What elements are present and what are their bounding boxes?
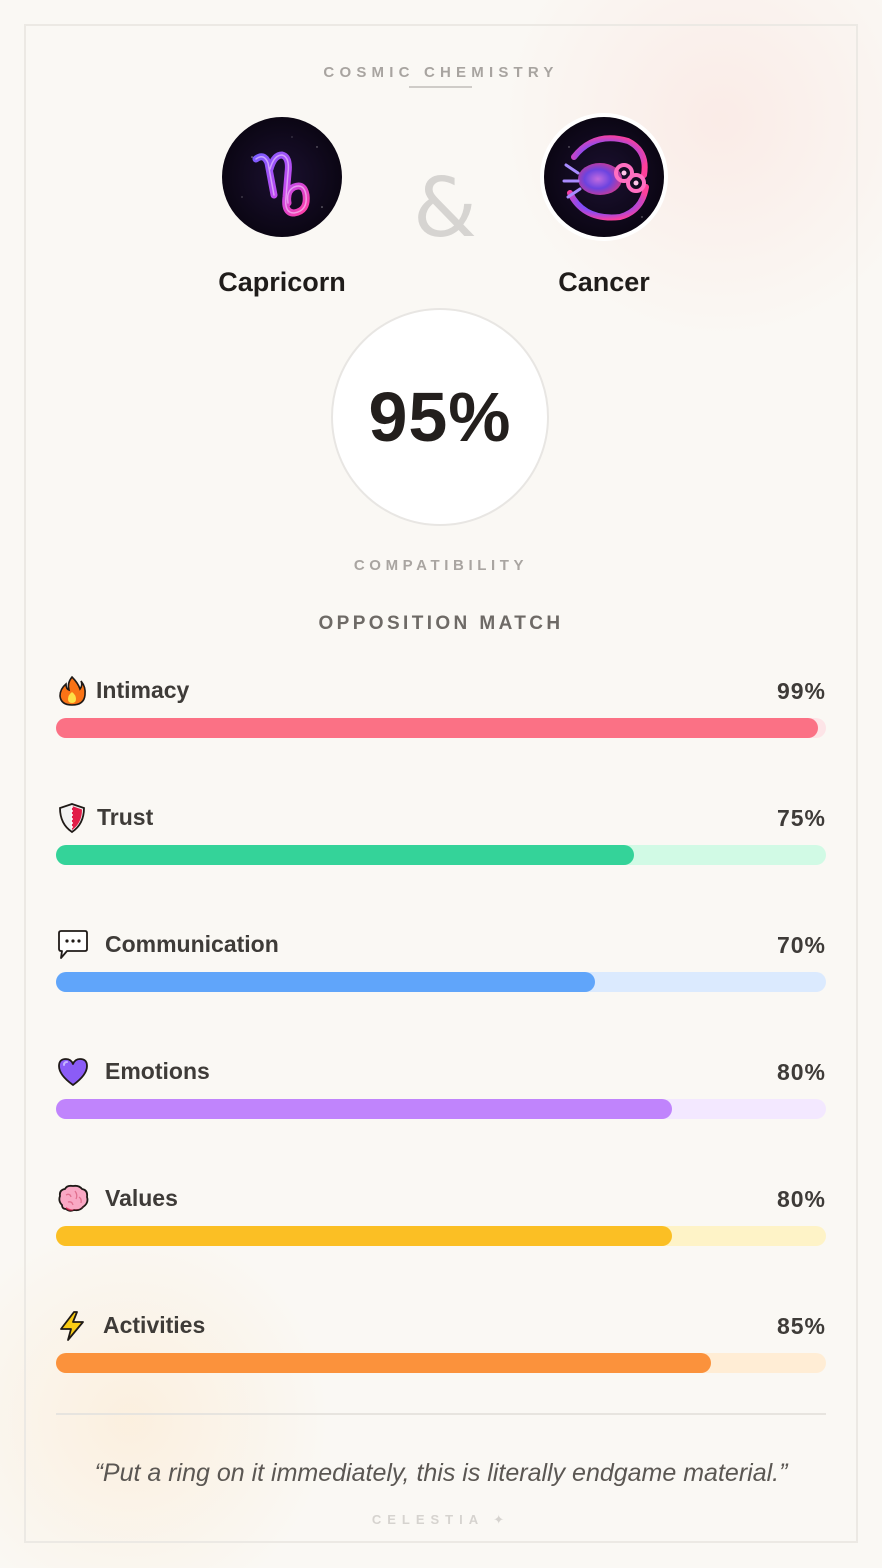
match-type-label: OPPOSITION MATCH — [318, 613, 564, 634]
speech-bubble-icon — [58, 930, 88, 959]
metric-activities: Activities 85% — [56, 1308, 826, 1388]
metric-emotions: Emotions 80% — [56, 1054, 826, 1134]
metric-label: Activities — [103, 1312, 206, 1338]
metric-bar-fill — [56, 1353, 711, 1373]
compatibility-card — [24, 24, 858, 1543]
sign-cancer: Cancer — [543, 117, 665, 297]
metric-bar-fill — [56, 718, 819, 738]
metric-value: 75% — [776, 805, 826, 831]
cancer-avatar — [544, 117, 664, 237]
capricorn-glyph-icon — [241, 136, 323, 217]
purple-heart-icon — [58, 1058, 88, 1086]
metric-bar-track — [56, 718, 826, 738]
divider — [56, 1413, 826, 1415]
metric-bar-fill — [56, 1226, 672, 1246]
compatibility-score: 95% — [368, 378, 512, 456]
metric-communication: Communication 70% — [56, 927, 826, 1007]
metric-value: 80% — [776, 1186, 826, 1212]
eyebrow-underline — [409, 86, 472, 88]
metric-values: Values 80% — [56, 1181, 826, 1261]
sign-name-left: Capricorn — [218, 267, 346, 297]
verdict-quote: “Put a ring on it immediately, this is l… — [94, 1459, 788, 1487]
capricorn-avatar — [222, 117, 342, 237]
metric-bar-track — [56, 1099, 826, 1119]
metric-value: 85% — [776, 1313, 826, 1339]
metric-value: 80% — [776, 1059, 826, 1085]
shield-icon — [59, 803, 85, 834]
brand-watermark: CELESTIA ✦ — [371, 1512, 511, 1527]
metric-bar-fill — [56, 1099, 672, 1119]
metric-bar-track — [56, 1353, 826, 1373]
compatibility-score-circle: 95% — [331, 308, 549, 526]
metric-trust: Trust 75% — [56, 800, 826, 880]
metric-label: Emotions — [105, 1058, 210, 1084]
lightning-icon — [60, 1311, 84, 1341]
score-caption: COMPATIBILITY — [353, 557, 529, 574]
metric-bar-track — [56, 845, 826, 865]
metric-label: Values — [105, 1185, 178, 1211]
sign-name-right: Cancer — [558, 267, 650, 297]
ampersand-joiner: & — [413, 161, 477, 256]
cancer-glyph-icon — [562, 135, 649, 221]
metric-label: Intimacy — [96, 677, 190, 703]
metric-intimacy: Intimacy 99% — [56, 673, 826, 753]
metric-bar-fill — [56, 972, 595, 992]
metric-label: Trust — [97, 804, 154, 830]
metric-value: 99% — [776, 678, 826, 704]
brain-icon — [58, 1184, 89, 1212]
metric-bar-fill — [56, 845, 634, 865]
eyebrow-title: COSMIC CHEMISTRY — [323, 64, 559, 81]
fire-icon — [59, 675, 86, 706]
metric-value: 70% — [776, 932, 826, 958]
metric-label: Communication — [105, 931, 279, 957]
metric-bar-track — [56, 1226, 826, 1246]
metric-bar-track — [56, 972, 826, 992]
sign-capricorn: Capricorn — [218, 117, 346, 297]
